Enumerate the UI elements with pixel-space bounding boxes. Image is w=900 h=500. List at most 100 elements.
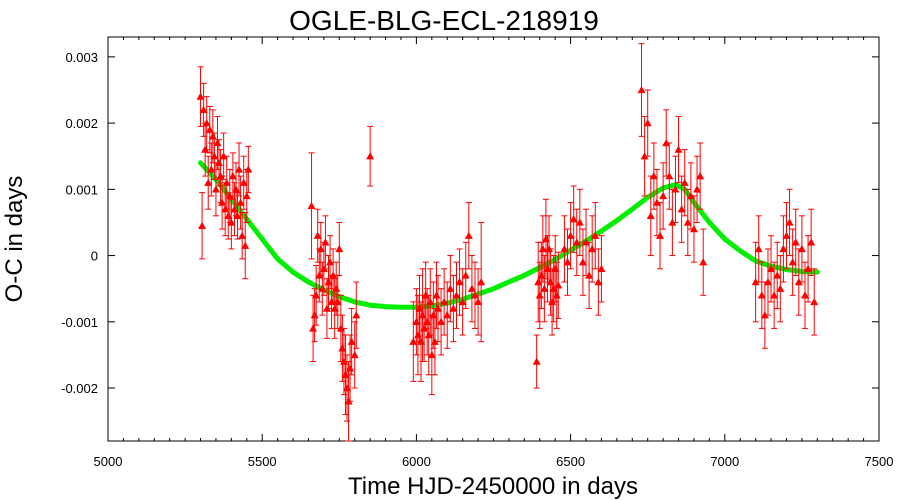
data-point: [686, 191, 695, 200]
data-point: [588, 244, 597, 253]
data-point: [689, 225, 698, 233]
x-tick-label: 6000: [402, 454, 431, 469]
data-point: [205, 125, 214, 133]
fit-curve-layer: [198, 160, 820, 310]
data-point: [782, 231, 791, 239]
data-point: [242, 191, 251, 200]
x-tick-labels: 5000 5500 6000 6500 7000 7500: [94, 454, 894, 469]
y-tick-label: 0.002: [65, 116, 98, 131]
data-point: [671, 185, 680, 193]
data-point: [474, 297, 483, 306]
data-point: [207, 165, 216, 173]
data-point: [693, 185, 702, 193]
data-point: [563, 258, 572, 266]
data-point: [347, 337, 356, 345]
data-point: [569, 215, 578, 223]
data-point: [235, 165, 244, 173]
data-point: [199, 105, 208, 114]
data-point: [409, 337, 418, 345]
data-point: [426, 297, 435, 306]
data-point: [770, 291, 779, 299]
data-point: [637, 85, 646, 94]
data-point: [767, 264, 776, 273]
data-point: [807, 238, 816, 246]
data-point: [218, 198, 227, 206]
data-point: [591, 231, 600, 239]
data-point: [202, 119, 211, 127]
data-point: [776, 284, 785, 292]
data-point: [699, 258, 708, 266]
data-point: [233, 211, 242, 220]
data-point: [788, 258, 797, 266]
data-point: [461, 271, 470, 279]
data-point: [430, 337, 439, 345]
data-point: [455, 278, 464, 286]
data-point: [662, 138, 671, 147]
data-point: [751, 278, 760, 286]
data-point: [321, 238, 330, 246]
y-tick-label: -0.002: [61, 381, 98, 396]
data-point: [578, 258, 587, 266]
data-point: [538, 244, 547, 253]
data-point: [307, 201, 316, 210]
data-point: [204, 178, 213, 186]
data-point: [316, 244, 325, 253]
data-point: [696, 172, 705, 180]
data-point: [241, 241, 250, 249]
data-point: [680, 178, 689, 186]
data-point: [779, 244, 788, 253]
y-axis-label: O-C in days: [1, 176, 28, 303]
data-point: [196, 92, 205, 100]
data-point: [791, 238, 800, 246]
data-point: [335, 244, 344, 253]
data-point: [785, 218, 794, 226]
data-point: [219, 152, 228, 160]
data-point: [560, 244, 569, 253]
data-point: [797, 244, 806, 253]
data-point: [572, 238, 581, 246]
data-point: [760, 311, 769, 319]
data-point: [640, 152, 649, 160]
data-point: [350, 350, 359, 359]
y-tick-label: -0.001: [61, 315, 98, 330]
data-point: [585, 271, 594, 279]
data-point: [800, 291, 809, 299]
data-point: [656, 231, 665, 239]
data-point: [239, 178, 248, 186]
major-ticks: [107, 37, 880, 441]
data-point: [211, 185, 220, 193]
data-point: [659, 191, 668, 200]
data-point: [228, 172, 237, 180]
data-point: [649, 172, 658, 180]
data-point: [470, 291, 479, 299]
data-point: [352, 311, 361, 319]
data-point: [452, 291, 461, 299]
data-point: [668, 218, 677, 226]
data-point: [467, 284, 476, 292]
data-point: [449, 304, 458, 312]
data-point: [231, 185, 240, 193]
data-point: [312, 291, 321, 299]
observations-layer: [196, 43, 819, 442]
data-point: [683, 218, 692, 226]
data-point: [227, 218, 236, 226]
data-point: [643, 119, 652, 127]
data-point: [446, 284, 455, 292]
x-tick-label: 6500: [556, 454, 585, 469]
data-point: [222, 178, 231, 186]
data-point: [597, 264, 606, 273]
data-point: [566, 231, 575, 239]
data-point: [326, 258, 335, 266]
chart-title: OGLE-BLG-ECL-218919: [289, 5, 599, 36]
data-point: [763, 278, 772, 286]
data-point: [433, 304, 442, 312]
y-tick-label: 0.001: [65, 182, 98, 197]
y-tick-label: 0: [91, 249, 98, 264]
data-point: [313, 231, 322, 239]
data-point: [810, 297, 819, 306]
data-point: [366, 152, 375, 160]
y-tick-labels: -0.002 -0.001 0 0.001 0.002 0.003: [61, 50, 98, 396]
data-point: [773, 271, 782, 279]
data-point: [440, 297, 449, 306]
